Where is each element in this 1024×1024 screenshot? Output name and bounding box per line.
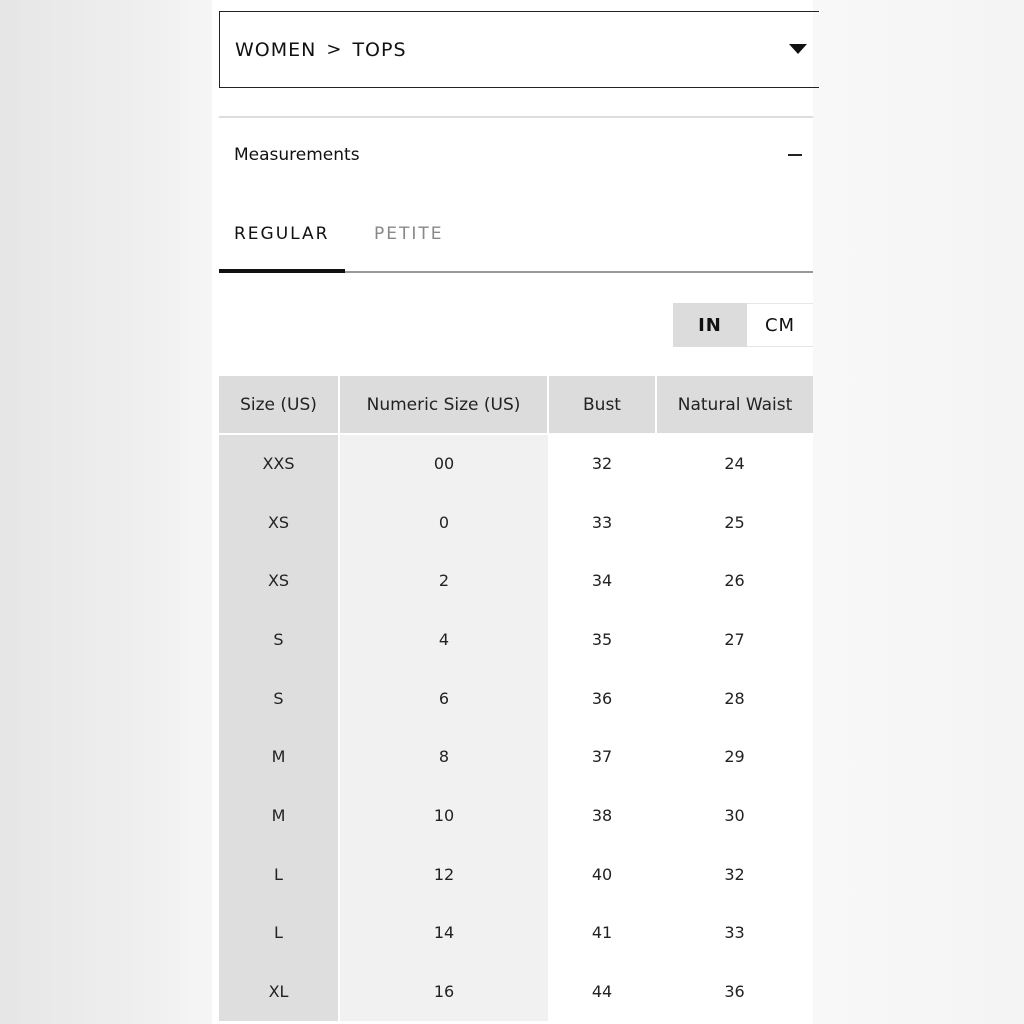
minus-icon[interactable] [788, 154, 802, 156]
table-header-row: Size (US) Numeric Size (US) Bust Natural… [219, 376, 813, 434]
cell-numeric-size: 00 [339, 433, 548, 493]
tab-divider [219, 271, 813, 273]
tab-regular[interactable]: REGULAR [234, 224, 330, 244]
cell-natural-waist: 32 [724, 864, 745, 884]
table-row: M 8 37 29 [219, 727, 813, 787]
header-size: Size (US) [219, 376, 340, 434]
breadcrumb-current: TOPS [352, 38, 407, 61]
cell-numeric-size: 12 [339, 844, 548, 904]
cell-size: M [219, 786, 340, 845]
cell-numeric-size: 2 [339, 551, 548, 611]
cell-numeric-size: 0 [339, 492, 548, 552]
cell-natural-waist: 33 [724, 923, 745, 943]
cell-size: L [219, 844, 340, 904]
chevron-right-icon: > [326, 39, 343, 60]
cell-size: XL [219, 962, 340, 1021]
unit-cm-button[interactable]: CM [747, 303, 813, 347]
size-table: Size (US) Numeric Size (US) Bust Natural… [219, 376, 813, 1021]
table-row: L 14 41 33 [219, 903, 813, 963]
cell-natural-waist: 30 [724, 805, 745, 825]
cell-numeric-size: 6 [339, 668, 548, 728]
divider [219, 116, 813, 118]
tab-petite[interactable]: PETITE [374, 224, 444, 244]
table-row: L 12 40 32 [219, 844, 813, 904]
table-row: XS 0 33 25 [219, 492, 813, 552]
cell-size: M [219, 727, 340, 787]
cell-natural-waist: 25 [724, 512, 745, 532]
cell-bust: 35 [591, 629, 613, 649]
cell-bust: 36 [591, 688, 613, 708]
cell-size: XXS [219, 433, 340, 493]
cell-bust: 37 [591, 747, 613, 767]
measurements-heading[interactable]: Measurements [234, 145, 360, 165]
cell-size: S [219, 610, 340, 669]
category-dropdown[interactable]: WOMEN > TOPS [219, 11, 819, 88]
cell-numeric-size: 8 [339, 727, 548, 787]
header-bust: Bust [548, 376, 657, 434]
active-tab-indicator [219, 269, 345, 273]
cell-bust: 44 [591, 982, 613, 1002]
cell-numeric-size: 14 [339, 903, 548, 963]
cell-natural-waist: 36 [724, 982, 745, 1002]
cell-bust: 38 [591, 805, 613, 825]
cell-bust: 41 [591, 923, 613, 943]
header-numeric-size: Numeric Size (US) [339, 376, 549, 434]
table-row: XL 16 44 36 [219, 962, 813, 1021]
cell-bust: 40 [591, 864, 613, 884]
unit-in-button[interactable]: IN [673, 303, 747, 347]
cell-numeric-size: 16 [339, 962, 548, 1021]
breadcrumb-parent: WOMEN [235, 38, 317, 61]
cell-size: XS [219, 492, 340, 552]
header-natural-waist: Natural Waist [656, 376, 813, 434]
cell-size: S [219, 668, 340, 728]
cell-natural-waist: 24 [656, 433, 813, 493]
cell-bust: 33 [591, 512, 613, 532]
table-row: XS 2 34 26 [219, 551, 813, 611]
cell-numeric-size: 10 [339, 786, 548, 845]
cell-natural-waist: 29 [724, 747, 745, 767]
cell-natural-waist: 27 [724, 629, 745, 649]
cell-natural-waist: 26 [724, 571, 745, 591]
table-row: S 4 35 27 [219, 610, 813, 669]
cell-size: XS [219, 551, 340, 611]
table-row: XXS 00 32 24 [219, 433, 813, 493]
cell-numeric-size: 4 [339, 610, 548, 669]
cell-size: L [219, 903, 340, 963]
cell-bust: 34 [591, 571, 613, 591]
cell-bust: 32 [548, 433, 656, 493]
cell-natural-waist: 28 [724, 688, 745, 708]
table-row: M 10 38 30 [219, 786, 813, 845]
table-row: S 6 36 28 [219, 668, 813, 728]
caret-down-icon [789, 44, 807, 54]
